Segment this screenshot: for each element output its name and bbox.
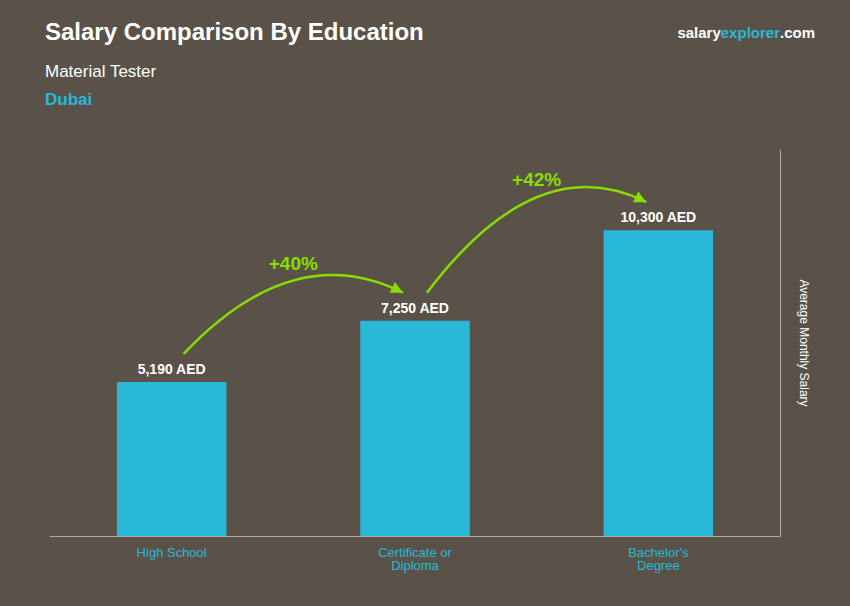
svg-text:Salary Comparison By Education: Salary Comparison By Education	[45, 18, 424, 45]
svg-text:Diploma: Diploma	[391, 558, 439, 573]
svg-text:salary: salary	[677, 24, 721, 41]
svg-text:Degree: Degree	[637, 558, 680, 573]
svg-text:Material Tester: Material Tester	[45, 62, 157, 81]
svg-text:.com: .com	[780, 24, 815, 41]
svg-text:7,250 AED: 7,250 AED	[381, 300, 449, 316]
svg-text:Dubai: Dubai	[45, 90, 92, 109]
svg-text:Average Monthly Salary: Average Monthly Salary	[797, 279, 811, 406]
svg-text:Certificate or: Certificate or	[378, 545, 452, 560]
svg-text:+40%: +40%	[269, 253, 318, 274]
svg-text:explorer: explorer	[721, 24, 780, 41]
svg-text:+42%: +42%	[512, 169, 561, 190]
svg-text:High School: High School	[137, 545, 207, 560]
svg-text:5,190 AED: 5,190 AED	[138, 361, 206, 377]
svg-text:Bachelor's: Bachelor's	[628, 545, 689, 560]
svg-text:10,300 AED: 10,300 AED	[620, 209, 696, 225]
